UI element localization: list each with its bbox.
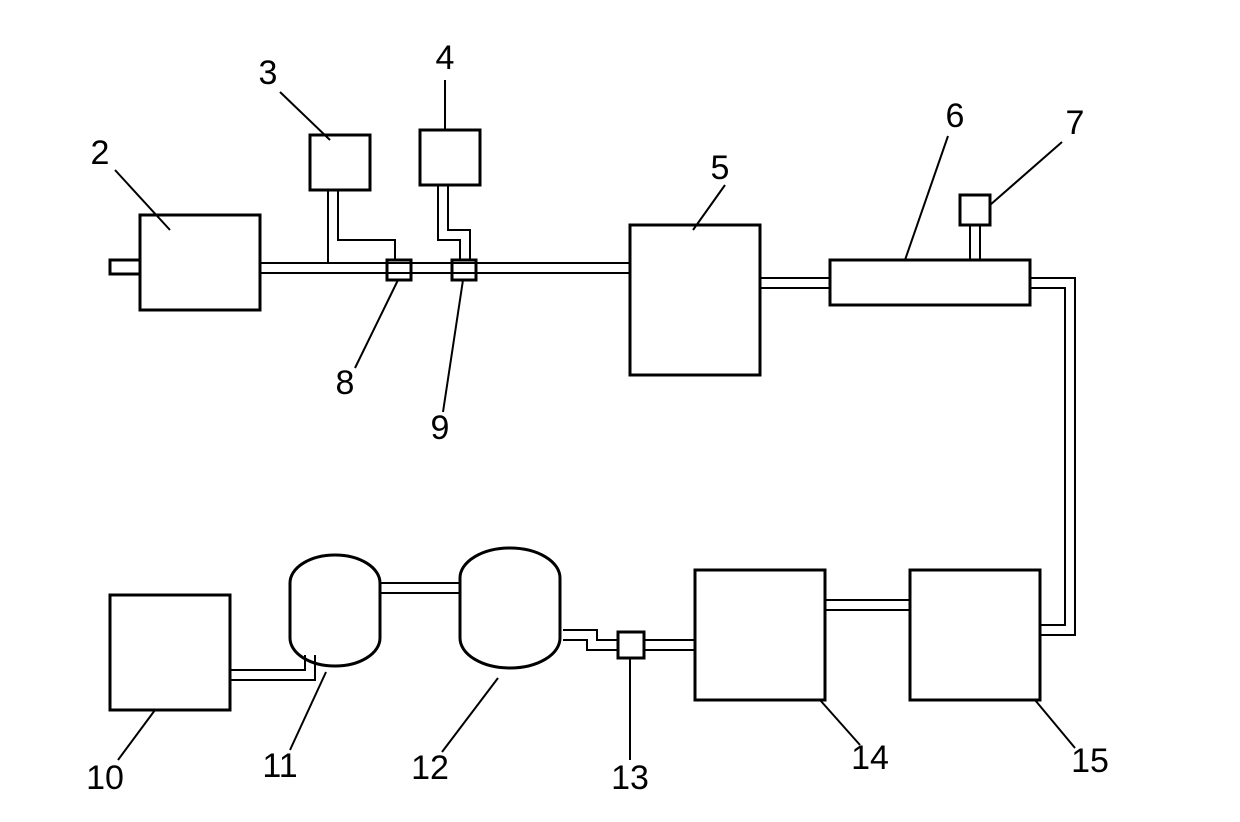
leader-10 xyxy=(118,710,155,760)
pipe-p_13_12_t xyxy=(563,630,618,640)
label-2: 2 xyxy=(91,134,110,172)
pipe-p_13_12_b xyxy=(563,640,618,650)
pipe-p_3_8_r xyxy=(338,190,395,260)
component-box10 xyxy=(110,595,230,710)
leader-5 xyxy=(693,185,725,230)
leader-12 xyxy=(442,678,498,752)
leader-6 xyxy=(905,136,948,260)
label-10: 10 xyxy=(86,759,124,797)
component-box4 xyxy=(420,130,480,185)
diagram-svg: 2 3 4 5 6 7 8 9 10 11 12 13 14 15 xyxy=(0,0,1240,822)
component-box5 xyxy=(630,225,760,375)
component-box6 xyxy=(830,260,1030,305)
leader-15 xyxy=(1035,700,1075,748)
label-15: 15 xyxy=(1071,742,1109,780)
label-12: 12 xyxy=(411,749,449,787)
component-box14 xyxy=(695,570,825,700)
component-box3 xyxy=(310,135,370,190)
leader-9 xyxy=(443,280,463,412)
label-9: 9 xyxy=(431,409,450,447)
vessel-12 xyxy=(460,548,560,668)
leader-2 xyxy=(115,170,170,230)
pipe-p_6_15_a xyxy=(1030,278,1075,635)
pipe-p_6_15_b xyxy=(1030,288,1065,625)
pipe-p_11_10_t xyxy=(230,655,305,670)
label-11: 11 xyxy=(262,747,297,785)
label-5: 5 xyxy=(711,149,730,187)
label-8: 8 xyxy=(336,364,355,402)
label-4: 4 xyxy=(436,39,455,77)
leader-11 xyxy=(290,672,326,750)
component-stub2 xyxy=(110,260,140,274)
component-box13 xyxy=(618,632,644,658)
leader-8 xyxy=(355,280,398,368)
component-box7 xyxy=(960,195,990,225)
leader-3 xyxy=(280,92,330,140)
vessel-11 xyxy=(290,555,380,666)
leader-7 xyxy=(990,142,1062,205)
label-6: 6 xyxy=(946,97,965,135)
label-13: 13 xyxy=(611,759,649,797)
label-7: 7 xyxy=(1066,104,1085,142)
label-14: 14 xyxy=(851,739,889,777)
component-box15 xyxy=(910,570,1040,700)
label-3: 3 xyxy=(259,54,278,92)
component-box2 xyxy=(140,215,260,310)
